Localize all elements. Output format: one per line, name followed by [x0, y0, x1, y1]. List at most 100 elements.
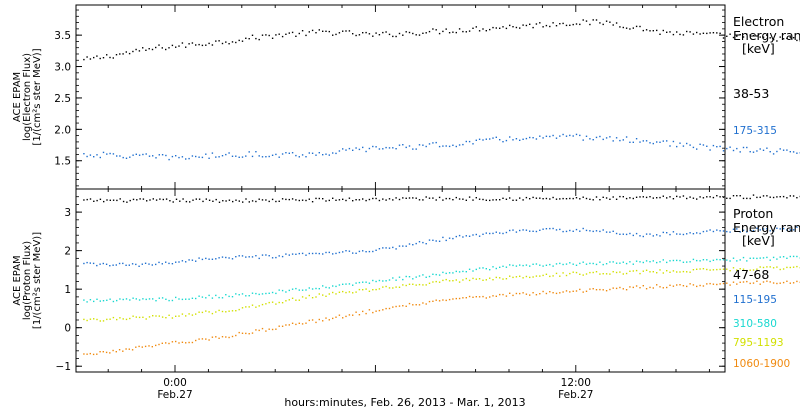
series-175-315 [83, 133, 800, 161]
data-point [682, 195, 685, 197]
data-point [465, 235, 467, 237]
data-point [342, 290, 344, 293]
data-point [482, 267, 484, 269]
data-point [676, 284, 678, 286]
legend-entry: 1060-1900 [733, 358, 790, 370]
data-point [295, 35, 297, 37]
data-point [385, 307, 387, 310]
data-point [99, 156, 101, 159]
data-point [375, 197, 377, 200]
data-point [398, 32, 401, 35]
data-point [125, 318, 128, 321]
data-point [116, 318, 118, 321]
data-point [545, 228, 548, 230]
data-point [275, 303, 277, 305]
data-point [612, 196, 614, 198]
data-point [428, 275, 431, 278]
data-point [265, 199, 267, 201]
data-point [565, 230, 568, 233]
data-point [96, 264, 98, 267]
data-point [709, 149, 711, 151]
data-point [792, 266, 795, 268]
data-point [418, 283, 421, 286]
data-point [83, 353, 85, 355]
data-point [746, 269, 748, 272]
data-point [796, 255, 798, 258]
data-point [198, 156, 200, 158]
data-point [615, 198, 618, 200]
data-point [539, 22, 541, 24]
data-point [565, 263, 568, 265]
data-point [475, 296, 477, 298]
data-point [332, 34, 334, 36]
data-point [656, 197, 658, 199]
data-point [619, 286, 621, 289]
data-point [669, 31, 671, 33]
data-point [532, 196, 534, 199]
data-point [415, 242, 417, 245]
data-point [652, 287, 654, 289]
data-point [175, 198, 178, 200]
data-point [666, 270, 668, 272]
data-point [151, 48, 154, 51]
data-point [699, 268, 701, 270]
data-point [332, 317, 334, 320]
data-point [736, 195, 738, 197]
data-point [552, 265, 554, 267]
data-point [509, 229, 511, 232]
data-point [722, 259, 725, 261]
data-point [428, 282, 431, 284]
data-point [298, 322, 300, 324]
data-point [609, 231, 611, 233]
data-point [666, 140, 668, 142]
data-point [545, 264, 548, 266]
data-point [749, 229, 751, 232]
data-point [689, 283, 691, 285]
data-point [689, 144, 691, 146]
data-point [662, 29, 664, 32]
data-point [311, 252, 314, 255]
data-point [575, 290, 578, 292]
data-point [679, 271, 681, 273]
data-point [355, 34, 357, 37]
data-point [175, 315, 177, 317]
data-point [746, 280, 748, 283]
data-point [602, 263, 604, 266]
data-point [639, 235, 641, 237]
data-point [522, 277, 524, 279]
data-point [83, 58, 85, 61]
data-point [699, 196, 701, 198]
data-point [345, 283, 347, 285]
data-point [442, 299, 444, 301]
data-point [736, 283, 738, 285]
data-point [171, 44, 174, 47]
data-point [782, 256, 785, 258]
data-point [142, 198, 145, 200]
data-point [569, 24, 571, 26]
data-point [248, 333, 250, 335]
data-point [682, 261, 685, 263]
data-point [749, 257, 751, 259]
data-point [692, 233, 695, 235]
data-point [719, 283, 721, 285]
data-point [676, 31, 678, 33]
data-point [129, 199, 131, 202]
data-point [422, 302, 424, 304]
data-point [345, 250, 347, 252]
data-point [235, 41, 237, 44]
data-point [205, 44, 207, 46]
data-point [148, 263, 150, 265]
data-point [211, 44, 214, 46]
y-axis-label: log(Electron Flux) [22, 53, 33, 141]
data-point [492, 232, 494, 235]
data-point [362, 146, 364, 149]
y-tick-label: 2.0 [54, 124, 71, 136]
data-point [759, 229, 761, 231]
data-point [102, 262, 104, 265]
data-point [455, 196, 457, 199]
legend-entry: 310-580 [733, 318, 777, 330]
data-point [378, 34, 381, 36]
data-point [93, 56, 95, 59]
data-point [772, 38, 775, 41]
data-point [452, 272, 454, 274]
